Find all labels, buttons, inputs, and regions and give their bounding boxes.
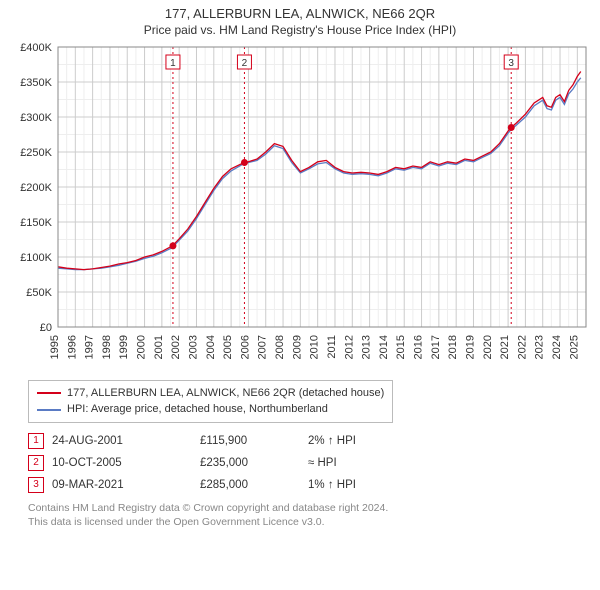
sale-row: 3 09-MAR-2021 £285,000 1% ↑ HPI [28,477,568,493]
x-tick-label: 2013 [361,335,373,359]
x-tick-label: 2020 [482,335,494,359]
chart-title-line1: 177, ALLERBURN LEA, ALNWICK, NE66 2QR [8,6,592,23]
sale-marker: 3 [28,477,44,493]
x-tick-label: 1998 [101,335,113,359]
x-tick-label: 2001 [153,335,165,359]
price-chart-svg: £0 £50K £100K £150K £200K £250K £300K £350K £400… [8,41,592,371]
sale-row: 1 24-AUG-2001 £115,900 2% ↑ HPI [28,433,568,449]
sale-marker: 2 [28,455,44,471]
x-tick-label: 2010 [309,335,321,359]
x-tick-label: 1996 [66,335,78,359]
legend-item: HPI: Average price, detached house, Nort… [37,401,384,418]
x-tick-label: 2025 [568,335,580,359]
y-tick-label: £150K [20,217,52,229]
sale-date: 09-MAR-2021 [52,479,192,491]
sale-date: 24-AUG-2001 [52,435,192,447]
legend-label: 177, ALLERBURN LEA, ALNWICK, NE66 2QR (d… [67,385,384,402]
footnote: Contains HM Land Registry data © Crown c… [28,501,588,529]
x-tick-label: 2003 [187,335,199,359]
sale-hpi: 1% ↑ HPI [308,479,428,491]
x-tick-label: 1995 [49,335,61,359]
x-tick-label: 1997 [84,335,96,359]
y-tick-label: £350K [20,77,52,89]
y-tick-label: £200K [20,182,52,194]
y-tick-label: £0 [40,322,52,334]
x-tick-label: 2024 [551,335,563,359]
footnote-line1: Contains HM Land Registry data © Crown c… [28,502,388,514]
x-tick-label: 2009 [291,335,303,359]
sale-dot [241,159,248,166]
legend-swatch [37,409,61,411]
x-tick-label: 2017 [430,335,442,359]
y-tick-label: £50K [26,287,52,299]
chart-title-line2: Price paid vs. HM Land Registry's House … [8,23,592,37]
x-tick-label: 2015 [395,335,407,359]
x-tick-label: 2004 [205,335,217,359]
x-tick-label: 1999 [118,335,130,359]
x-tick-label: 2011 [326,335,338,359]
sale-hpi: ≈ HPI [308,457,428,469]
x-tick-label: 2016 [413,335,425,359]
sale-date: 10-OCT-2005 [52,457,192,469]
sales-table: 1 24-AUG-2001 £115,900 2% ↑ HPI 2 10-OCT-2005… [28,433,568,499]
legend: 177, ALLERBURN LEA, ALNWICK, NE66 2QR (d… [28,380,393,423]
x-tick-label: 2014 [378,335,390,359]
sale-row: 2 10-OCT-2005 £235,000 ≈ HPI [28,455,568,471]
sale-dot [508,124,515,131]
x-tick-label: 2018 [447,335,459,359]
y-tick-label: £300K [20,112,52,124]
x-tick-label: 2005 [222,335,234,359]
y-tick-label: £250K [20,147,52,159]
sale-price: £235,000 [200,457,300,469]
footnote-line2: This data is licensed under the Open Gov… [28,516,325,528]
y-tick-label: £400K [20,42,52,54]
sale-price: £285,000 [200,479,300,491]
sale-hpi: 2% ↑ HPI [308,435,428,447]
x-tick-label: 2006 [239,335,251,359]
legend-swatch [37,392,61,394]
x-tick-label: 2023 [534,335,546,359]
sale-dot [169,242,176,249]
x-tick-label: 2008 [274,335,286,359]
x-tick-label: 2007 [257,335,269,359]
x-tick-label: 2021 [499,335,511,359]
sale-price: £115,900 [200,435,300,447]
y-tick-label: £100K [20,252,52,264]
event-marker-label: 1 [170,58,176,69]
event-marker-label: 2 [242,58,248,69]
sale-marker: 1 [28,433,44,449]
x-tick-label: 2012 [343,335,355,359]
legend-label: HPI: Average price, detached house, Nort… [67,401,328,418]
x-tick-label: 2019 [464,335,476,359]
legend-item: 177, ALLERBURN LEA, ALNWICK, NE66 2QR (d… [37,385,384,402]
x-tick-label: 2000 [136,335,148,359]
chart-area: £0 £50K £100K £150K £200K £250K £300K £350K £400… [8,41,592,374]
x-tick-label: 2002 [170,335,182,359]
event-marker-label: 3 [508,58,514,69]
x-tick-label: 2022 [516,335,528,359]
